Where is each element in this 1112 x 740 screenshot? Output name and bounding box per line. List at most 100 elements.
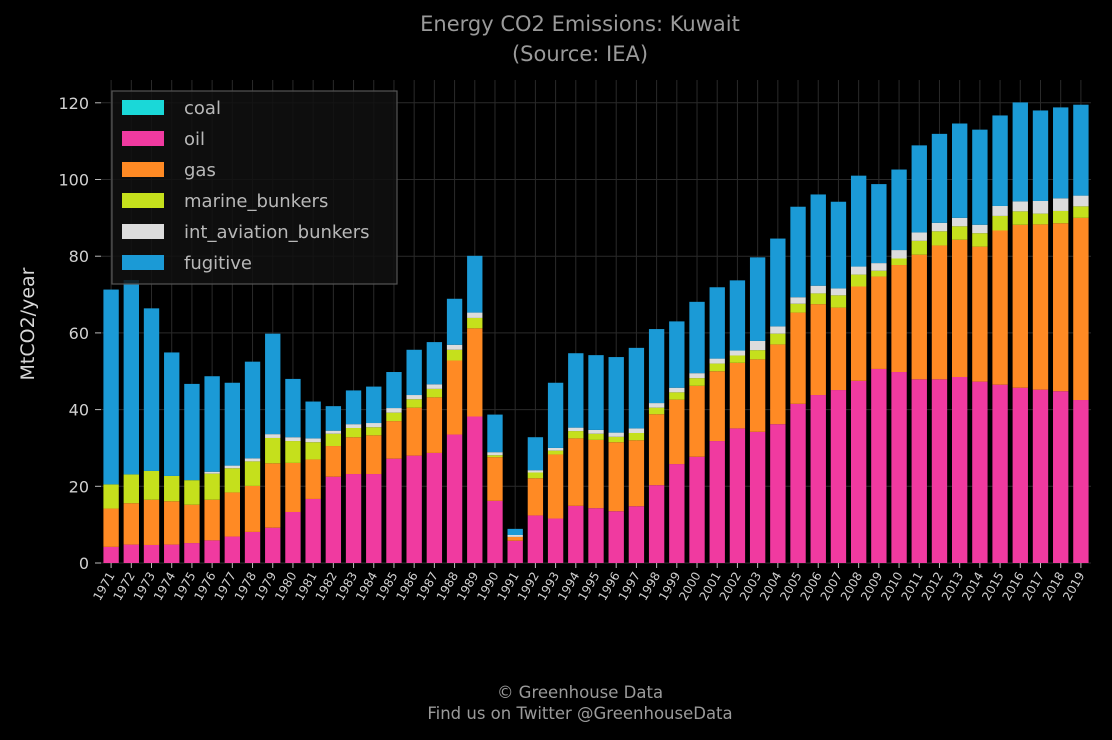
bar-fugitive-2010 <box>891 169 907 251</box>
bar-fugitive-2003 <box>749 257 766 341</box>
bar-int_aviation_bunkers-1980 <box>285 437 301 442</box>
bar-marine_bunkers-2019 <box>1073 206 1089 218</box>
bar-marine_bunkers-2009 <box>871 270 887 277</box>
bar-oil-1989 <box>467 416 483 563</box>
bar-marine_bunkers-1982 <box>325 433 342 447</box>
bar-fugitive-2016 <box>1012 102 1028 202</box>
bar-marine_bunkers-2015 <box>992 215 1008 231</box>
bar-fugitive-1987 <box>426 342 443 385</box>
bar-marine_bunkers-2014 <box>972 233 988 247</box>
bar-fugitive-2000 <box>689 301 705 374</box>
bar-marine_bunkers-1996 <box>608 436 624 443</box>
bar-marine_bunkers-2012 <box>931 231 948 246</box>
bar-gas-1994 <box>568 438 584 506</box>
bar-oil-2006 <box>810 395 826 563</box>
bar-marine_bunkers-2011 <box>911 240 927 255</box>
bar-fugitive-1995 <box>588 355 604 430</box>
bar-gas-1996 <box>608 442 624 512</box>
bar-oil-1984 <box>366 474 382 563</box>
bar-marine_bunkers-1994 <box>568 431 584 439</box>
bar-gas-1976 <box>204 499 220 541</box>
bar-gas-1985 <box>386 421 402 459</box>
bar-gas-1989 <box>467 328 483 417</box>
y-tick-label: 80 <box>69 247 89 266</box>
bar-int_aviation_bunkers-1989 <box>467 312 483 318</box>
bar-fugitive-1994 <box>568 353 584 428</box>
bar-fugitive-1980 <box>285 378 301 438</box>
bar-int_aviation_bunkers-2010 <box>891 250 907 259</box>
bar-gas-1977 <box>224 492 241 537</box>
bar-marine_bunkers-2018 <box>1053 210 1069 224</box>
bar-oil-1972 <box>123 544 139 563</box>
bar-int_aviation_bunkers-2012 <box>931 222 948 232</box>
bar-int_aviation_bunkers-1998 <box>648 403 665 408</box>
bar-fugitive-1988 <box>446 298 463 345</box>
bar-fugitive-1991 <box>507 528 523 536</box>
legend-swatch-int_aviation_bunkers <box>122 224 164 239</box>
bar-oil-1996 <box>608 511 624 563</box>
bar-oil-2000 <box>689 456 705 563</box>
legend-label-coal: coal <box>184 98 221 119</box>
bar-gas-2000 <box>689 385 705 457</box>
bar-gas-1971 <box>103 508 119 547</box>
bar-int_aviation_bunkers-2005 <box>790 297 806 304</box>
bar-fugitive-1999 <box>669 321 685 388</box>
bar-fugitive-1978 <box>244 361 261 459</box>
bar-marine_bunkers-1979 <box>265 437 281 464</box>
bar-gas-1979 <box>265 463 281 528</box>
bar-marine_bunkers-1999 <box>669 392 685 400</box>
bar-int_aviation_bunkers-1993 <box>547 447 564 451</box>
bar-marine_bunkers-1988 <box>446 349 463 361</box>
bar-marine_bunkers-1998 <box>648 407 665 415</box>
bar-oil-1993 <box>547 518 564 563</box>
bar-fugitive-1986 <box>406 349 422 396</box>
bar-oil-1971 <box>103 546 119 563</box>
bar-int_aviation_bunkers-2013 <box>951 217 968 227</box>
bar-oil-1977 <box>224 536 241 563</box>
bar-oil-2004 <box>770 424 786 563</box>
bar-gas-1978 <box>244 485 261 532</box>
bar-marine_bunkers-1995 <box>588 433 604 440</box>
y-tick-label: 120 <box>58 94 89 113</box>
bar-fugitive-1977 <box>224 382 241 466</box>
bar-fugitive-1974 <box>164 352 180 476</box>
bar-oil-1981 <box>305 498 321 563</box>
bar-int_aviation_bunkers-2016 <box>1012 201 1028 212</box>
bar-int_aviation_bunkers-1976 <box>204 471 220 474</box>
bar-marine_bunkers-2010 <box>891 258 907 266</box>
bar-marine_bunkers-2013 <box>951 226 968 240</box>
y-tick-label: 40 <box>69 401 89 420</box>
bar-int_aviation_bunkers-1988 <box>446 344 463 350</box>
bar-int_aviation_bunkers-1985 <box>386 408 402 413</box>
bar-int_aviation_bunkers-1997 <box>628 428 645 433</box>
bar-marine_bunkers-1980 <box>285 441 301 463</box>
bar-marine_bunkers-1992 <box>527 472 544 479</box>
bar-gas-1986 <box>406 407 422 456</box>
bar-marine_bunkers-1973 <box>143 470 160 500</box>
legend-box <box>111 90 398 285</box>
bar-oil-1990 <box>487 500 503 563</box>
bar-marine_bunkers-1977 <box>224 468 241 493</box>
bar-int_aviation_bunkers-2017 <box>1032 200 1049 214</box>
bar-oil-1983 <box>345 474 362 563</box>
bar-fugitive-1998 <box>648 329 665 404</box>
bar-marine_bunkers-2017 <box>1032 213 1049 225</box>
bar-gas-2007 <box>830 307 847 391</box>
bar-fugitive-1985 <box>386 372 402 409</box>
bar-oil-1980 <box>285 511 301 563</box>
legend-label-fugitive: fugitive <box>184 253 252 274</box>
bar-int_aviation_bunkers-1983 <box>345 424 362 429</box>
bar-marine_bunkers-2004 <box>770 333 786 345</box>
bar-marine_bunkers-2006 <box>810 293 826 305</box>
footer-twitter: Find us on Twitter @GreenhouseData <box>427 704 733 723</box>
bar-marine_bunkers-1974 <box>164 475 180 502</box>
bar-fugitive-1996 <box>608 357 624 433</box>
bar-gas-1995 <box>588 439 604 509</box>
bar-int_aviation_bunkers-2006 <box>810 285 826 294</box>
bar-marine_bunkers-1981 <box>305 442 321 460</box>
bar-oil-2019 <box>1073 400 1089 563</box>
bar-oil-1978 <box>244 531 261 563</box>
bar-gas-2003 <box>749 359 766 432</box>
bar-fugitive-2014 <box>972 129 988 225</box>
bar-int_aviation_bunkers-1994 <box>568 427 584 432</box>
